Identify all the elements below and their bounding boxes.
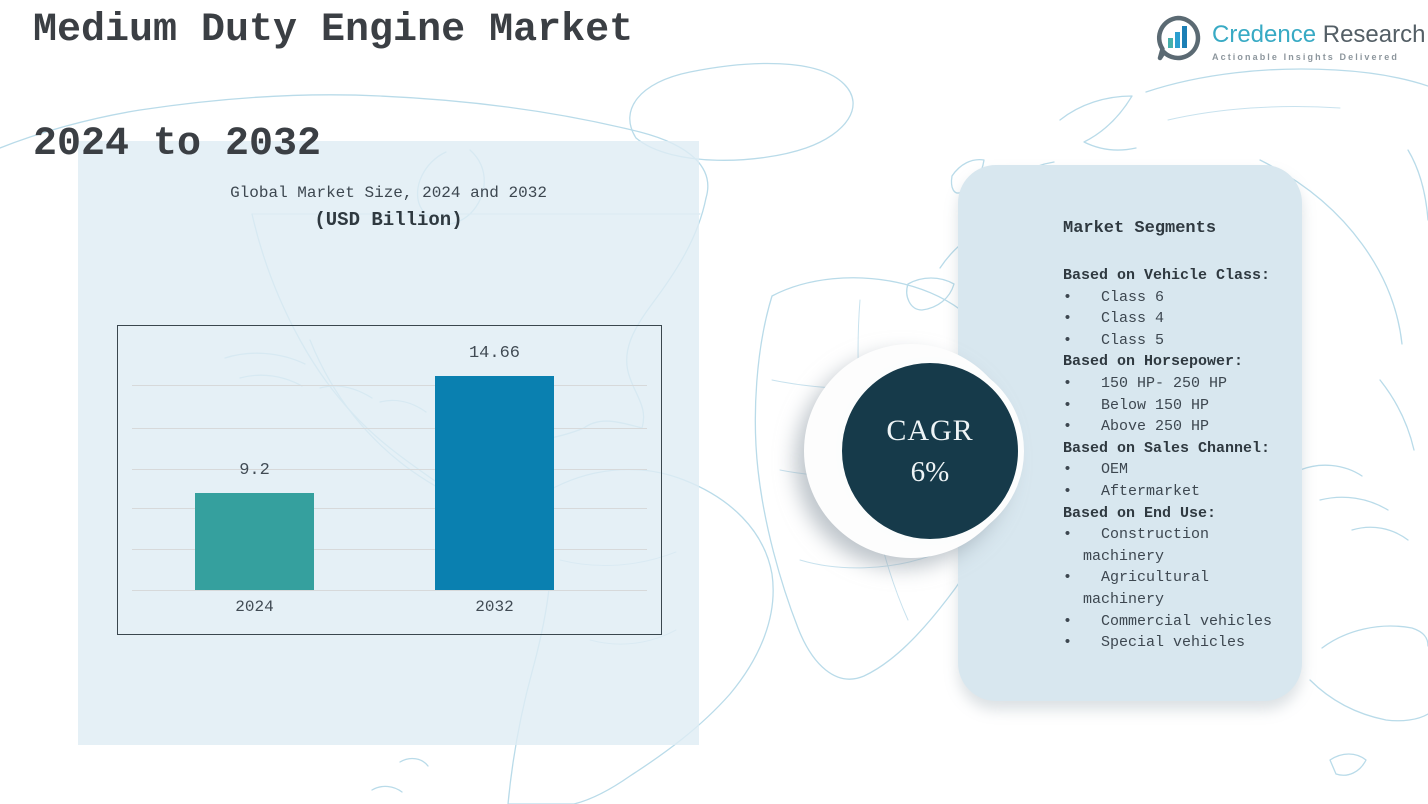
chart-subtitle: (USD Billion) (314, 209, 463, 231)
brand-logo: Credence Research Actionable Insights De… (1152, 12, 1425, 64)
segment-item-label: Construction machinery (1083, 526, 1210, 565)
bar-chart: 9.2 2024 14.66 2032 (117, 325, 662, 635)
segment-item-label: OEM (1101, 461, 1129, 479)
bullet-icon: • (1063, 418, 1073, 436)
bar-value-2024: 9.2 (239, 461, 270, 480)
segment-item-label: Below 150 HP (1101, 396, 1210, 414)
bullet-icon: • (1063, 482, 1073, 500)
segment-item: • Agricultural machinery (1063, 567, 1276, 610)
bullet-icon: • (1063, 374, 1073, 392)
gridline (132, 469, 647, 470)
segment-group-heading: Based on Vehicle Class: (1063, 267, 1271, 284)
gridline (132, 428, 647, 429)
page-title-line1: Medium Duty Engine Market (33, 8, 634, 53)
segment-item: • OEM (1063, 459, 1276, 481)
market-segments-panel: Market Segments Based on Vehicle Class: … (958, 165, 1302, 701)
brand-text: Credence Research Actionable Insights De… (1212, 12, 1425, 62)
axis-label-2032: 2032 (475, 598, 514, 616)
segment-item-label: Class 4 (1101, 310, 1165, 328)
segment-item: • 150 HP- 250 HP (1063, 373, 1276, 395)
bar-2024 (195, 493, 314, 590)
segment-item: • Below 150 HP (1063, 395, 1276, 417)
segment-item-label: Aftermarket (1101, 482, 1201, 500)
brand-name-secondary: Research (1322, 21, 1426, 48)
segments-list: Based on Vehicle Class: • Class 6 • Class … (958, 265, 1302, 654)
segment-item: • Aftermarket (1063, 481, 1276, 503)
segment-group-heading: Based on End Use: (1063, 504, 1217, 522)
segment-item-label: 150 HP- 250 HP (1101, 374, 1228, 392)
chart-panel-background (78, 141, 699, 745)
segments-title: Market Segments (1063, 219, 1217, 238)
gridline (132, 508, 647, 509)
bullet-icon: • (1063, 634, 1073, 652)
page-title: Medium Duty Engine Market 2024 to 2032 (33, 2, 633, 173)
segment-group-heading: Based on Sales Channel: (1063, 439, 1271, 457)
segment-item-label: Class 5 (1101, 331, 1165, 349)
segment-item-label: Agricultural machinery (1083, 569, 1210, 608)
segment-item: • Above 250 HP (1063, 416, 1276, 438)
brand-tagline: Actionable Insights Delivered (1212, 52, 1399, 62)
gridline (132, 590, 647, 591)
segment-item: • Class 4 (1063, 308, 1276, 330)
brand-name: Credence Research (1212, 20, 1425, 50)
cagr-badge: CAGR 6% (836, 357, 1024, 545)
cagr-label: CAGR (886, 414, 974, 447)
gridline (132, 549, 647, 550)
chart-title: Global Market Size, 2024 and 2032 (230, 184, 547, 202)
cagr-value: 6% (910, 456, 950, 488)
segment-item-label: Above 250 HP (1101, 418, 1210, 436)
segment-item: • Class 6 (1063, 287, 1276, 309)
bullet-icon: • (1063, 288, 1073, 306)
bar-chart-bubble-icon (1156, 15, 1201, 61)
segment-item: • Commercial vehicles (1063, 611, 1276, 633)
bullet-icon: • (1063, 461, 1073, 479)
segment-item: • Special vehicles (1063, 632, 1276, 654)
bullet-icon: • (1063, 331, 1073, 349)
segment-item: • Class 5 (1063, 330, 1276, 352)
segment-item-label: Class 6 (1101, 288, 1165, 306)
segment-item-label: Commercial vehicles (1101, 612, 1273, 630)
bullet-icon: • (1063, 612, 1073, 630)
bullet-icon: • (1063, 526, 1073, 544)
bullet-icon: • (1063, 396, 1073, 414)
bullet-icon: • (1063, 310, 1073, 328)
bar-2032 (435, 376, 554, 590)
bar-value-2032: 14.66 (468, 344, 520, 363)
axis-label-2024: 2024 (235, 598, 274, 616)
segment-group-heading: Based on Horsepower: (1063, 353, 1244, 371)
gridline (132, 385, 647, 386)
segment-item-label: Special vehicles (1101, 634, 1246, 652)
brand-name-primary: Credence (1212, 21, 1317, 48)
page-title-line2: 2024 to 2032 (33, 122, 322, 167)
segment-item: • Construction machinery (1063, 524, 1276, 567)
chart-title-block: Global Market Size, 2024 and 2032 (USD B… (78, 184, 699, 231)
bullet-icon: • (1063, 569, 1073, 587)
